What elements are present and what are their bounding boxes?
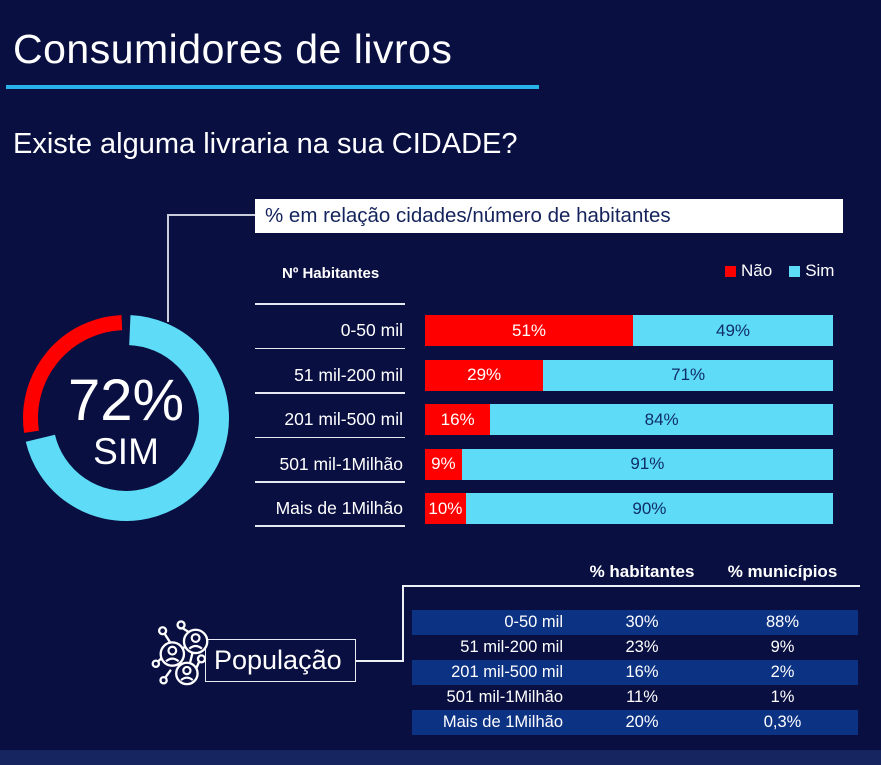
connector-banner-horizontal xyxy=(167,214,255,216)
bar-segment-sim: 84% xyxy=(490,404,833,435)
bar-track: 51% 49% xyxy=(425,315,833,346)
table-row: 51 mil-200 mil 23% 9% xyxy=(412,635,858,660)
stacked-bar-chart: Nº Habitantes Não Sim 0-50 mil 51% 49% 51 mi… xyxy=(255,258,861,530)
donut-chart: 72% SIM xyxy=(16,308,236,528)
table-cell-municipios: 1% xyxy=(770,688,795,706)
bar-category-label: 501 mil-1Milhão xyxy=(279,453,403,474)
bar-rows: 0-50 mil 51% 49% 51 mil-200 mil 29% 71% 201 mi… xyxy=(255,303,861,526)
bar-row: 51 mil-200 mil 29% 71% xyxy=(255,347,861,393)
table-row: Mais de 1Milhão 20% 0,3% xyxy=(412,710,858,735)
table-header-underline xyxy=(402,585,860,587)
donut-sim-arc xyxy=(25,315,229,521)
table-cell-habitantes: 16% xyxy=(625,663,659,681)
table-cell-category: Mais de 1Milhão xyxy=(442,713,563,731)
table-cell-habitantes: 23% xyxy=(625,638,659,656)
bar-segment-não: 9% xyxy=(425,448,462,480)
table-row: 501 mil-1Milhão 11% 1% xyxy=(412,685,858,710)
connector-banner-vertical xyxy=(167,214,169,322)
bar-track: 16% 84% xyxy=(425,404,833,435)
table-cell-category: 51 mil-200 mil xyxy=(460,638,563,656)
table-cell-habitantes: 11% xyxy=(626,688,658,706)
table-cell-habitantes: 30% xyxy=(625,613,659,631)
bar-row: 501 mil-1Milhão 9% 91% xyxy=(255,436,861,482)
bar-row: 201 mil-500 mil 16% 84% xyxy=(255,392,861,437)
bar-row: Mais de 1Milhão 10% 90% xyxy=(255,481,861,526)
population-table: 0-50 mil 30% 88% 51 mil-200 mil 23% 9% 201 mil… xyxy=(412,610,858,735)
page-title: Consumidores de livros xyxy=(13,26,453,72)
table-row: 0-50 mil 30% 88% xyxy=(412,610,858,635)
donut-svg xyxy=(23,315,229,521)
bar-segment-sim: 49% xyxy=(633,315,833,346)
legend-label: Não xyxy=(741,261,773,280)
page-question: Existe alguma livraria na sua CIDADE? xyxy=(13,128,518,160)
legend-swatch xyxy=(725,265,736,277)
bottom-accent-bar xyxy=(0,750,881,765)
chart-title-banner: % em relação cidades/número de habitante… xyxy=(255,199,843,233)
bar-segment-não: 29% xyxy=(425,359,544,391)
table-cell-category: 201 mil-500 mil xyxy=(451,663,563,681)
connector-box-horizontal xyxy=(355,660,402,662)
bar-category-label: 0-50 mil xyxy=(340,320,403,340)
table-header-spacer xyxy=(412,562,577,582)
table-cell-municipios: 9% xyxy=(770,638,795,656)
connector-table-vertical xyxy=(402,585,404,662)
population-network-icon xyxy=(151,620,209,686)
table-cell-municipios: 2% xyxy=(770,663,795,681)
bar-category-label: 51 mil-200 mil xyxy=(294,364,403,385)
population-label-box: População xyxy=(205,639,356,682)
legend-item-sim: Sim xyxy=(789,261,834,281)
bar-track: 9% 91% xyxy=(425,448,833,480)
table-cell-municipios: 88% xyxy=(765,613,800,631)
bar-segment-sim: 91% xyxy=(461,448,833,480)
bar-track: 10% 90% xyxy=(425,493,833,524)
bar-column-header: Nº Habitantes xyxy=(282,265,380,282)
bar-segment-sim: 71% xyxy=(543,359,833,391)
bar-track: 29% 71% xyxy=(425,359,833,391)
donut-nao-arc xyxy=(23,315,123,433)
legend-swatch xyxy=(789,265,801,277)
table-cell-category: 501 mil-1Milhão xyxy=(446,688,563,706)
table-cell-municipios: 0,3% xyxy=(763,713,802,731)
legend: Não Sim xyxy=(725,261,834,281)
table-cell-habitantes: 20% xyxy=(625,713,659,731)
bar-segment-não: 16% xyxy=(425,404,491,435)
bar-segment-sim: 90% xyxy=(465,493,833,524)
legend-label: Sim xyxy=(805,261,835,280)
legend-item-não: Não xyxy=(725,261,772,281)
population-table-header: % habitantes % municípios xyxy=(412,562,858,582)
bar-category-label: Mais de 1Milhão xyxy=(275,498,403,518)
table-header-habitantes: % habitantes xyxy=(589,562,695,581)
bar-row: 0-50 mil 51% 49% xyxy=(255,303,861,348)
bar-segment-não: 51% xyxy=(425,315,634,346)
bar-category-label: 201 mil-500 mil xyxy=(284,409,403,429)
table-cell-category: 0-50 mil xyxy=(504,613,563,631)
bar-segment-não: 10% xyxy=(425,493,466,524)
table-header-municipios: % municípios xyxy=(727,562,838,581)
table-row: 201 mil-500 mil 16% 2% xyxy=(412,660,858,685)
title-underline xyxy=(6,85,539,89)
